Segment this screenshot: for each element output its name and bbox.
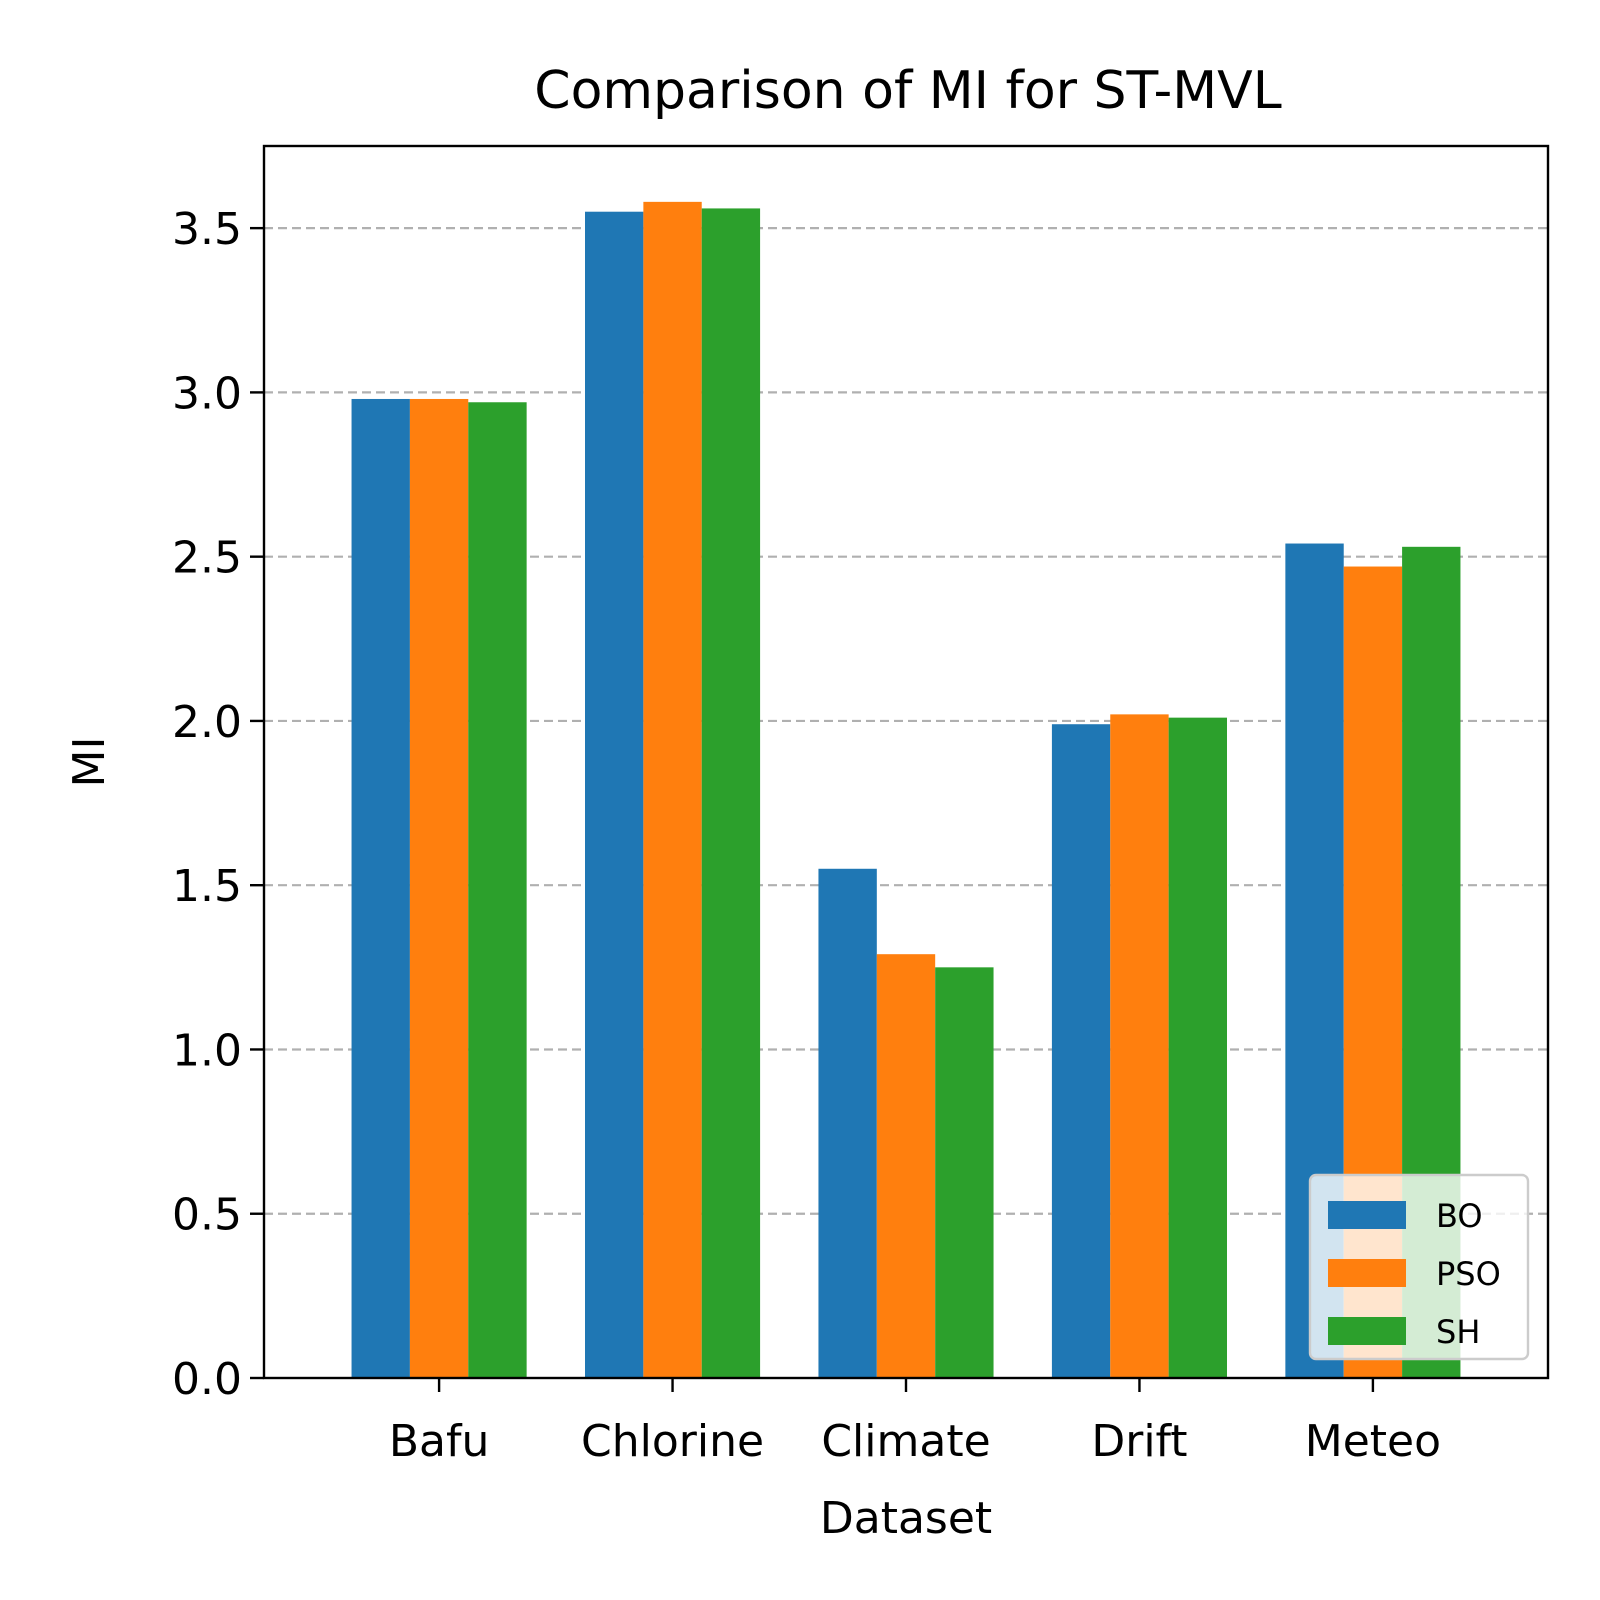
x-tick-label: Climate: [821, 1416, 990, 1467]
x-tick-label: Chlorine: [581, 1416, 764, 1467]
bar-pso-chlorine: [643, 201, 702, 1378]
y-tick-label: 1.5: [172, 861, 242, 912]
chart-title: Comparison of MI for ST-MVL: [534, 61, 1281, 121]
bar-bo-drift: [1051, 724, 1111, 1378]
y-axis-label: MI: [64, 737, 115, 788]
legend-swatch-bo: [1328, 1201, 1406, 1229]
bar-sh-bafu: [468, 402, 527, 1379]
x-tick-label: Drift: [1091, 1416, 1187, 1467]
bar-pso-climate: [876, 954, 936, 1378]
y-tick-label: 0.5: [172, 1190, 242, 1241]
y-tick-label: 3.0: [172, 368, 242, 419]
legend-label-bo: BO: [1436, 1197, 1483, 1235]
y-tick-label: 2.5: [172, 533, 242, 584]
bar-pso-bafu: [409, 398, 469, 1378]
legend-swatch-pso: [1328, 1259, 1406, 1287]
legend-swatch-sh: [1328, 1317, 1406, 1345]
y-tick-label: 2.0: [172, 697, 242, 748]
x-tick-label: Bafu: [389, 1416, 490, 1467]
x-axis-label: Dataset: [820, 1493, 992, 1544]
legend-label-sh: SH: [1436, 1313, 1480, 1351]
x-tick-label: Meteo: [1305, 1416, 1441, 1467]
bar-sh-climate: [935, 967, 994, 1378]
y-axis-ticks: 0.0 0.5 1.0 1.5 2.0 2.5 3.0 3.5: [172, 204, 264, 1405]
bar-sh-drift: [1168, 717, 1227, 1378]
bar-sh-chlorine: [701, 208, 761, 1378]
bar-bo-climate: [818, 868, 877, 1378]
bar-bo-bafu: [351, 398, 410, 1378]
bar-bo-chlorine: [585, 211, 644, 1378]
bar-layer: [351, 201, 1461, 1379]
y-tick-label: 0.0: [172, 1354, 242, 1405]
bar-pso-drift: [1110, 714, 1169, 1378]
legend-label-pso: PSO: [1436, 1255, 1501, 1293]
y-tick-label: 1.0: [172, 1025, 242, 1076]
legend: BO PSO SH: [1308, 1173, 1530, 1361]
y-tick-label: 3.5: [172, 204, 242, 255]
x-axis-ticks: Bafu Chlorine Climate Drift Meteo: [389, 1378, 1441, 1467]
